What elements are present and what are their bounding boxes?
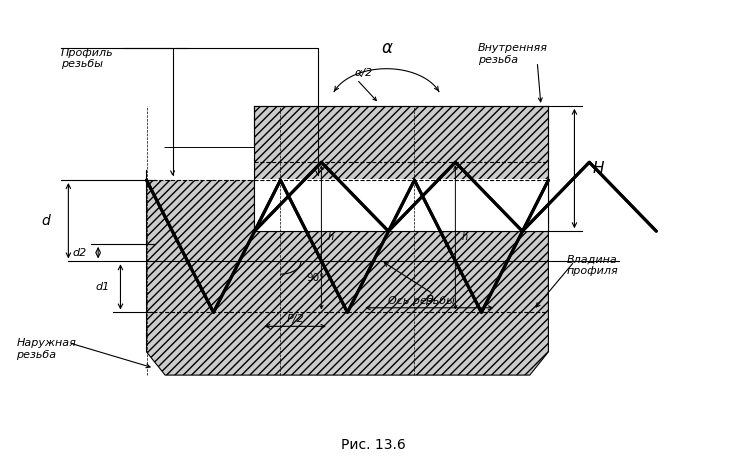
Text: Рис. 13.6: Рис. 13.6 xyxy=(341,438,406,452)
Text: Ось резьбы: Ось резьбы xyxy=(388,296,455,306)
Text: p: p xyxy=(425,292,433,305)
Polygon shape xyxy=(146,148,255,180)
Text: d2: d2 xyxy=(72,248,87,258)
Polygon shape xyxy=(255,106,548,231)
Polygon shape xyxy=(146,148,548,375)
Text: Внутренняя
резьба: Внутренняя резьба xyxy=(477,43,548,65)
Text: d: d xyxy=(42,214,50,228)
Text: α: α xyxy=(381,39,392,57)
Text: H: H xyxy=(593,161,604,176)
Text: 90°: 90° xyxy=(306,273,325,283)
Text: P/2: P/2 xyxy=(287,314,304,324)
Text: h: h xyxy=(327,232,333,242)
Text: Наружная
резьба: Наружная резьба xyxy=(16,338,76,360)
Text: d1: d1 xyxy=(95,282,109,292)
Text: Владина
профиля: Владина профиля xyxy=(567,255,619,276)
Text: h: h xyxy=(462,232,468,242)
Text: α/2: α/2 xyxy=(355,68,374,78)
Polygon shape xyxy=(255,179,548,231)
Text: Профиль
резьбы: Профиль резьбы xyxy=(61,48,114,70)
